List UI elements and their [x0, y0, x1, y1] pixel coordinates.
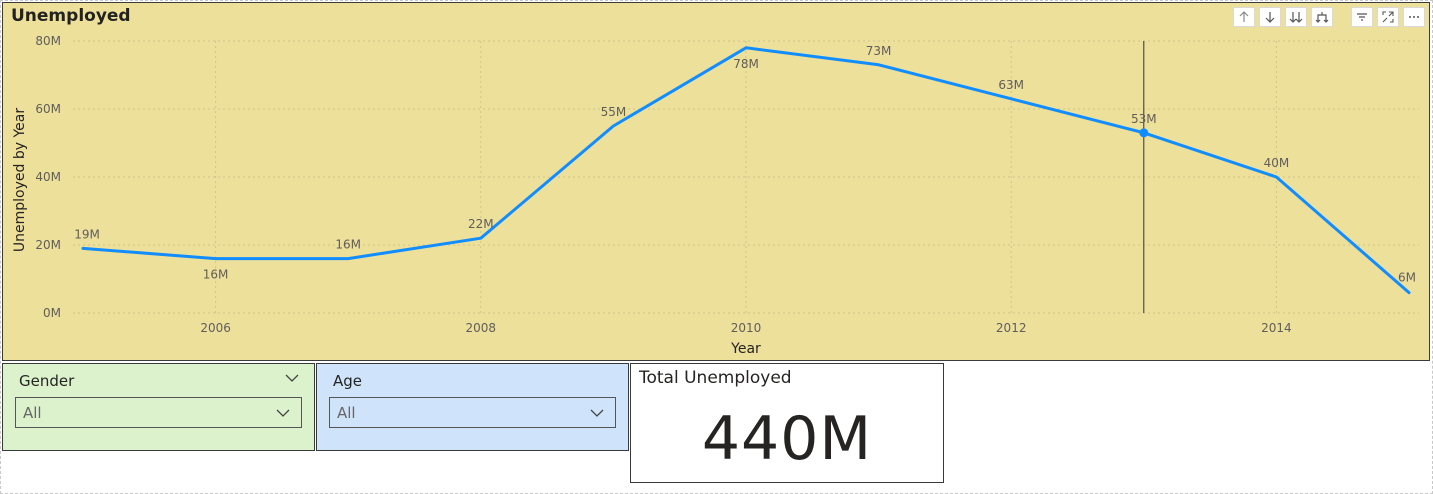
y-tick-label: 40M: [35, 170, 61, 184]
y-tick-label: 60M: [35, 102, 61, 116]
data-label: 16M: [203, 268, 229, 282]
data-label: 63M: [998, 78, 1024, 92]
chevron-down-icon[interactable]: [275, 405, 291, 421]
chart-title: Unemployed: [11, 6, 131, 26]
focus-mode-icon[interactable]: [1377, 7, 1399, 27]
chevron-down-icon[interactable]: [589, 405, 605, 421]
data-label: 6M: [1398, 271, 1416, 285]
x-tick-label: 2014: [1261, 321, 1292, 335]
drill-up-icon[interactable]: [1233, 7, 1255, 27]
gender-slicer-title: Gender: [19, 372, 75, 390]
more-options-icon[interactable]: [1403, 7, 1425, 27]
x-tick-label: 2010: [731, 321, 762, 335]
age-dropdown-value: All: [337, 404, 356, 422]
x-tick-label: 2006: [200, 321, 231, 335]
expand-hierarchy-icon[interactable]: [1311, 7, 1333, 27]
age-dropdown[interactable]: All: [329, 397, 616, 428]
data-label: 73M: [866, 44, 892, 58]
line-chart-visual[interactable]: 0M 20M 40M 60M 80M 2006 2008 2010 2012 2014 Year Un…: [2, 2, 1430, 361]
expand-all-icon[interactable]: [1285, 7, 1307, 27]
age-slicer-title: Age: [333, 372, 363, 390]
data-label: 19M: [74, 227, 100, 241]
y-tick-label: 80M: [35, 34, 61, 48]
x-axis-title: Year: [730, 341, 761, 357]
y-axis-title: Unemployed by Year: [12, 108, 28, 252]
total-unemployed-card[interactable]: Total Unemployed 440M: [630, 363, 944, 483]
data-point-highlighted[interactable]: [1139, 128, 1149, 138]
data-label: 16M: [335, 238, 361, 252]
data-label: 22M: [468, 217, 494, 231]
data-label: 53M: [1131, 112, 1157, 126]
x-tick-label: 2008: [466, 321, 497, 335]
visual-header-toolbar: [1233, 7, 1425, 27]
card-title: Total Unemployed: [639, 368, 792, 388]
data-label: 40M: [1264, 156, 1290, 170]
chevron-down-icon[interactable]: [284, 370, 300, 386]
gender-slicer[interactable]: Gender All: [2, 363, 315, 451]
y-tick-label: 20M: [35, 238, 61, 252]
line-chart[interactable]: 0M 20M 40M 60M 80M 2006 2008 2010 2012 2014 Year Un…: [3, 3, 1429, 360]
card-value: 440M: [701, 404, 873, 474]
gender-dropdown-value: All: [23, 404, 42, 422]
age-slicer[interactable]: Age All: [316, 363, 629, 451]
gender-dropdown[interactable]: All: [15, 397, 302, 428]
x-tick-label: 2012: [996, 321, 1027, 335]
filter-icon[interactable]: [1351, 7, 1373, 27]
data-label: 78M: [733, 57, 759, 71]
drill-down-icon[interactable]: [1259, 7, 1281, 27]
series-line[interactable]: [81, 46, 1411, 295]
y-tick-label: 0M: [43, 306, 61, 320]
data-label: 55M: [601, 105, 627, 119]
